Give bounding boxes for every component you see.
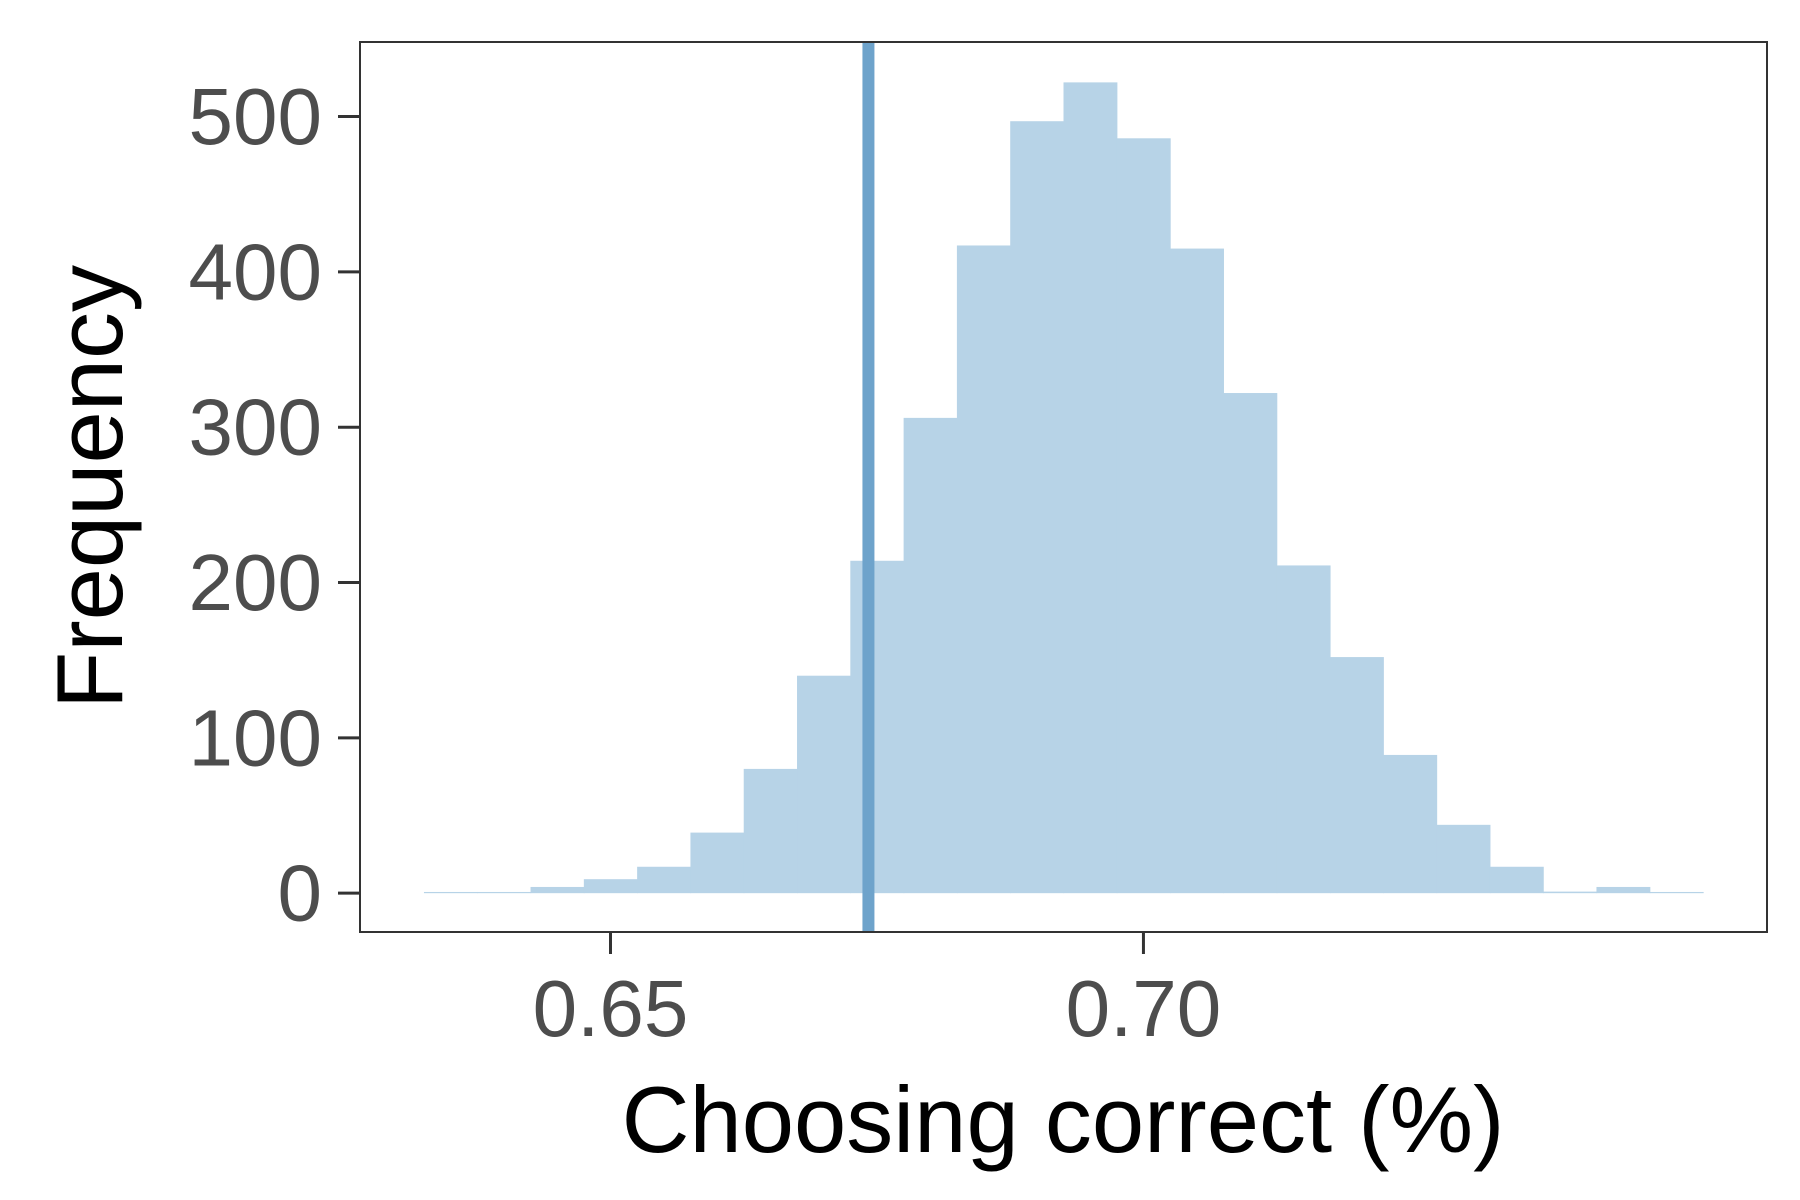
plot-panel-border	[359, 41, 1768, 933]
histogram-bar	[1543, 891, 1598, 894]
y-axis: 0 100 200 300 400 500	[189, 72, 360, 938]
x-tick-label: 0.70	[1066, 964, 1222, 1053]
histogram-bar	[423, 891, 478, 894]
x-axis: 0.65 0.70	[533, 932, 1222, 1053]
histogram-bar	[1223, 393, 1278, 894]
histogram-bar	[1063, 82, 1118, 894]
histogram-bar	[1329, 657, 1384, 894]
histogram-bar	[1116, 138, 1171, 894]
y-tick-label: 300	[189, 383, 322, 472]
histogram-bar	[956, 245, 1011, 894]
y-axis-title: Frequency	[37, 265, 142, 709]
histogram-bar	[1596, 886, 1651, 894]
y-tick-label: 400	[189, 227, 322, 316]
histogram-bar	[690, 832, 745, 894]
y-tick-label: 200	[189, 538, 322, 627]
histogram-bar	[1489, 866, 1544, 894]
histogram-bar	[1010, 121, 1065, 894]
histogram-bar	[850, 560, 905, 894]
y-tick-label: 100	[189, 693, 322, 782]
histogram-bar	[1276, 565, 1331, 894]
histogram-bar	[1383, 754, 1438, 894]
histogram-bar	[530, 886, 585, 894]
histogram-bar	[583, 879, 638, 894]
histogram-bar	[1649, 891, 1704, 894]
histogram-bar	[797, 675, 851, 894]
histogram-bars	[423, 82, 1704, 894]
y-tick-label: 500	[189, 72, 322, 161]
x-tick-label: 0.65	[533, 964, 689, 1053]
histogram-bar	[1170, 248, 1224, 894]
x-axis-title: Choosing correct (%)	[622, 1067, 1505, 1172]
histogram-bar	[743, 768, 798, 894]
y-tick-label: 0	[278, 849, 323, 938]
histogram-bar	[1436, 824, 1491, 894]
histogram-bar	[477, 891, 532, 894]
histogram-bar	[637, 866, 692, 894]
histogram-bar	[903, 417, 958, 894]
